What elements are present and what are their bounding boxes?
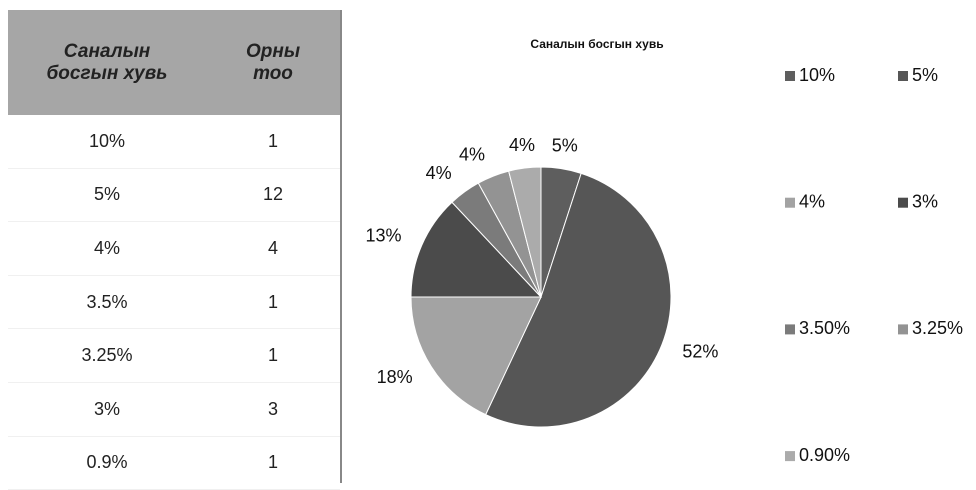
legend-swatch [898,197,908,208]
table-cell: 10% [88,130,126,151]
table: Саналын босгын хувь Орны тоо 10% 1 5% 12 4% 4… [8,10,342,490]
table-row: 5% 12 [8,169,340,223]
table-row: 10% 1 [8,115,340,169]
legend-label: 3.25% [912,318,963,338]
chart-title: Саналын босгын хувь [530,37,663,51]
legend-label: 10% [799,65,835,85]
data-label: 4% [509,135,535,155]
legend-swatch [898,324,908,335]
table-cell: 5% [93,184,120,205]
data-label: 4% [459,144,485,164]
table-cell: 1 [267,345,278,366]
data-label: 13% [365,225,401,245]
data-label: 52% [682,342,718,362]
table-cell: 1 [267,291,278,312]
header-cell: Саналын босгын хувь [46,40,168,84]
legend-swatch [785,324,795,335]
legend-label: 4% [799,191,825,211]
table-body: 10% 1 5% 12 4% 4 3.5% 1 3.25% 1 3% 3 0.9% 1 [8,115,340,490]
table-cell: 3.25% [81,345,133,366]
table-cell: 3 [267,398,278,419]
legend-label: 3.50% [799,318,850,338]
pie-slice [410,201,543,298]
legend-swatch [785,451,795,462]
table-row: 4% 4 [8,222,340,276]
table-cell: 4 [267,237,278,258]
table-cell: 1 [267,452,278,473]
pie-slice [410,296,542,416]
legend-swatch [785,197,795,208]
header-cell: Орны тоо [245,40,301,84]
table-cell: 3% [93,398,120,419]
legend-swatch [898,71,908,81]
table-cell: 12 [262,184,284,205]
legend-swatch [785,71,795,81]
table-row: 3% 3 [8,383,340,437]
pie-slice [508,166,542,298]
legend-label: 0.90% [799,445,850,465]
table-cell: 4% [93,237,120,258]
data-label: 4% [426,163,452,183]
legend-label: 3% [912,191,938,211]
table-cell: 1 [267,130,278,151]
table-cell: 3.5% [86,291,128,312]
table-row: 3.5% 1 [8,276,340,330]
pie-slice [484,172,672,428]
table-cell: 0.9% [86,452,128,473]
table-row: 3.25% 1 [8,329,340,383]
legend-label: 5% [912,65,938,85]
data-label: 5% [552,136,578,156]
data-label: 18% [377,367,413,387]
table-header: Саналын босгын хувь Орны тоо [8,10,340,115]
